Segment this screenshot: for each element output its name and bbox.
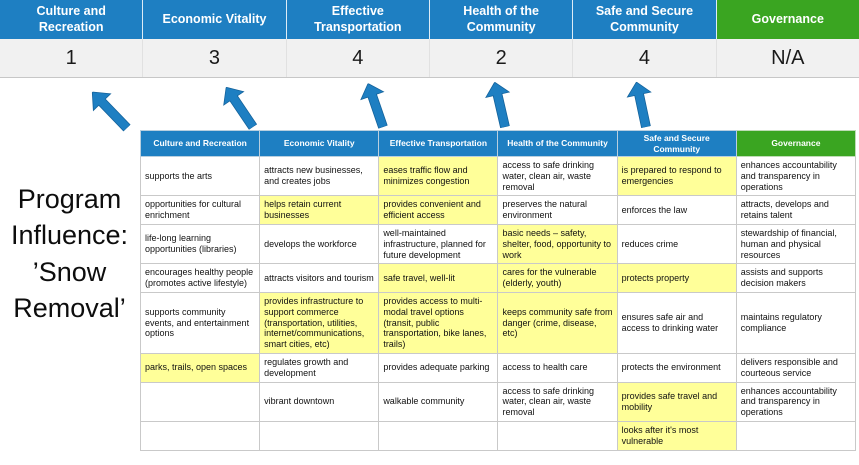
score-value-governance: N/A <box>716 39 859 77</box>
matrix-cell: supports community events, and entertain… <box>139 291 261 354</box>
matrix-row: supports the arts attracts new businesses… <box>139 155 857 197</box>
influence-arrow-icon <box>482 79 518 130</box>
matrix-cell: looks after it's most vulnerable <box>616 420 737 451</box>
matrix-cell: is prepared to respond to emergencies <box>616 155 737 197</box>
influence-arrow-icon <box>356 79 396 131</box>
matrix-cell <box>139 420 261 451</box>
scoreboard: Culture and Recreation Economic Vitality E… <box>0 0 859 78</box>
matrix-cell: enforces the law <box>616 195 737 225</box>
scoreboard-header-culture-and-recreation: Culture and Recreation <box>0 0 144 39</box>
matrix-cell: regulates growth and development <box>259 352 380 383</box>
matrix-cell: parks, trails, open spaces <box>139 352 261 383</box>
scoreboard-header-economic-vitality: Economic Vitality <box>143 0 287 39</box>
matrix-cell: eases traffic flow and minimizes congest… <box>378 155 499 197</box>
matrix-cell: provides infrastructure to support comme… <box>259 291 380 354</box>
matrix-cell: attracts visitors and tourism <box>259 263 380 293</box>
matrix-header-row: Culture and Recreation Economic Vitality E… <box>139 130 857 157</box>
matrix-row: life-long learning opportunities (librar… <box>139 223 857 265</box>
score-value-safe-and-secure-community: 4 <box>573 39 717 77</box>
matrix-header-culture-and-recreation: Culture and Recreation <box>139 130 261 157</box>
matrix-cell: keeps community safe from danger (crime,… <box>497 291 618 354</box>
matrix-cell: provides adequate parking <box>378 352 499 383</box>
matrix-header-safe-and-secure-community: Safe and Secure Community <box>616 130 737 157</box>
matrix-cell: attracts new businesses, and creates job… <box>259 155 380 197</box>
influence-arrow-icon <box>215 80 263 134</box>
matrix-cell <box>139 381 261 422</box>
matrix-cell: ensures safe air and access to drinking … <box>616 291 737 354</box>
matrix-cell: walkable community <box>378 381 499 422</box>
matrix-cell: preserves the natural environment <box>497 195 618 225</box>
matrix-header-economic-vitality: Economic Vitality <box>259 130 380 157</box>
page-title-line: ’Snow <box>32 256 107 287</box>
matrix-row: opportunities for cultural enrichment hel… <box>139 195 857 225</box>
influence-arrow-icon <box>624 79 659 129</box>
scoreboard-header-health-of-the-community: Health of the Community <box>429 0 574 39</box>
matrix-row: vibrant downtown walkable community access… <box>139 381 857 422</box>
matrix-cell: delivers responsible and courteous servi… <box>735 352 857 383</box>
score-value-economic-vitality: 3 <box>143 39 287 77</box>
matrix-cell: access to safe drinking water, clean air… <box>497 155 618 197</box>
matrix-cell: helps retain current businesses <box>259 195 380 225</box>
matrix-cell: enhances accountability and transparency… <box>735 155 857 197</box>
matrix-cell: provides access to multi-modal travel op… <box>378 291 499 354</box>
matrix-cell <box>735 420 857 451</box>
matrix-cell: develops the workforce <box>259 223 380 265</box>
scoreboard-score-row: 1 3 4 2 4 N/A <box>0 39 859 78</box>
matrix-cell: assists and supports decision makers <box>735 263 857 293</box>
matrix-cell: well-maintained infrastructure, planned … <box>378 223 499 265</box>
matrix-cell: reduces crime <box>616 223 737 265</box>
matrix-header-governance: Governance <box>735 130 857 157</box>
matrix-cell: enhances accountability and transparency… <box>735 381 857 422</box>
influence-arrow-icon <box>83 83 136 137</box>
matrix-cell: safe travel, well-lit <box>378 263 499 293</box>
scoreboard-header-safe-and-secure-community: Safe and Secure Community <box>573 0 717 39</box>
scoreboard-header-row: Culture and Recreation Economic Vitality E… <box>0 0 859 39</box>
page-title: Program Influence: ’Snow Removal’ <box>0 181 139 327</box>
matrix-cell: access to safe drinking water, clean air… <box>497 381 618 422</box>
matrix-cell: opportunities for cultural enrichment <box>139 195 261 225</box>
matrix-cell: access to health care <box>497 352 618 383</box>
matrix-cell: vibrant downtown <box>259 381 380 422</box>
matrix-row: supports community events, and entertain… <box>139 291 857 354</box>
matrix-header-health-of-the-community: Health of the Community <box>497 130 618 157</box>
program-matrix-table: Culture and Recreation Economic Vitality E… <box>139 130 857 451</box>
scoreboard-header-governance: Governance <box>716 0 859 39</box>
page-title-line: Removal’ <box>13 293 126 324</box>
matrix-cell <box>497 420 618 451</box>
score-value-effective-transportation: 4 <box>286 39 430 77</box>
matrix-cell: provides safe travel and mobility <box>616 381 737 422</box>
matrix-header-effective-transportation: Effective Transportation <box>378 130 499 157</box>
page-title-line: Program <box>17 184 122 214</box>
matrix-cell: basic needs – safety, shelter, food, opp… <box>497 223 618 265</box>
matrix-cell <box>259 420 380 451</box>
matrix-cell: attracts, develops and retains talent <box>735 195 857 225</box>
matrix-cell: provides convenient and efficient access <box>378 195 499 225</box>
matrix-row: looks after it's most vulnerable <box>139 420 857 451</box>
matrix-row: encourages healthy people (promotes acti… <box>139 263 857 293</box>
matrix-row: parks, trails, open spaces regulates grow… <box>139 352 857 383</box>
scoreboard-header-effective-transportation: Effective Transportation <box>286 0 430 39</box>
matrix-cell: encourages healthy people (promotes acti… <box>139 263 261 293</box>
matrix-cell: supports the arts <box>139 155 261 197</box>
matrix-cell: protects property <box>616 263 737 293</box>
program-matrix: Culture and Recreation Economic Vitality E… <box>139 130 857 451</box>
matrix-cell <box>378 420 499 451</box>
matrix-cell: stewardship of financial, human and phys… <box>735 223 857 265</box>
matrix-cell: cares for the vulnerable (elderly, youth… <box>497 263 618 293</box>
score-value-health-of-the-community: 2 <box>429 39 574 77</box>
matrix-cell: maintains regulatory compliance <box>735 291 857 354</box>
page-title-line: Influence: <box>10 220 129 251</box>
matrix-cell: protects the environment <box>616 352 737 383</box>
score-value-culture-and-recreation: 1 <box>0 39 144 77</box>
matrix-cell: life-long learning opportunities (librar… <box>139 223 261 265</box>
